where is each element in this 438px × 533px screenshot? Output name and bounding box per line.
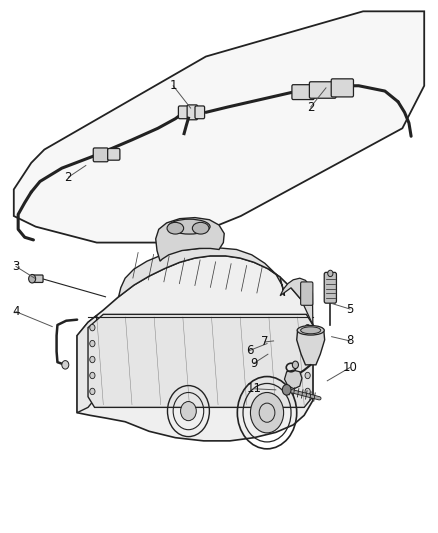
Polygon shape [77,316,97,413]
Text: 10: 10 [343,361,357,374]
Circle shape [90,388,95,394]
Polygon shape [297,330,325,365]
Circle shape [283,384,291,395]
Circle shape [305,341,310,347]
Circle shape [292,361,298,368]
Text: 11: 11 [247,382,261,395]
Text: 3: 3 [12,260,20,273]
Polygon shape [77,256,313,441]
FancyBboxPatch shape [309,82,336,98]
Polygon shape [155,217,224,261]
Circle shape [90,357,95,363]
FancyBboxPatch shape [300,282,313,305]
FancyBboxPatch shape [187,105,198,120]
Circle shape [180,401,196,421]
Circle shape [305,325,310,331]
Polygon shape [285,370,302,389]
Circle shape [62,361,69,369]
Circle shape [90,325,95,331]
FancyBboxPatch shape [178,106,190,119]
Circle shape [305,388,310,394]
Text: 5: 5 [346,303,353,316]
Text: 2: 2 [65,171,72,184]
Ellipse shape [192,222,209,234]
Circle shape [251,392,284,433]
FancyBboxPatch shape [331,79,353,97]
FancyBboxPatch shape [93,148,108,162]
FancyBboxPatch shape [195,106,205,119]
Text: 4: 4 [12,305,20,318]
Ellipse shape [167,222,184,234]
Ellipse shape [297,326,324,335]
Circle shape [305,357,310,363]
Circle shape [328,270,333,277]
Circle shape [90,341,95,347]
Circle shape [259,403,275,422]
Text: 9: 9 [250,357,258,370]
Polygon shape [280,278,313,325]
Polygon shape [88,314,313,407]
Polygon shape [119,248,285,297]
Text: 1: 1 [170,79,177,92]
Ellipse shape [169,219,210,234]
Text: 2: 2 [307,101,314,114]
Circle shape [305,372,310,378]
Polygon shape [14,11,424,243]
FancyBboxPatch shape [32,275,43,282]
Circle shape [90,372,95,378]
FancyBboxPatch shape [292,85,314,100]
Text: 6: 6 [246,344,253,357]
Ellipse shape [300,327,321,334]
FancyBboxPatch shape [324,272,336,303]
Text: 8: 8 [346,334,353,348]
Circle shape [28,274,35,283]
Text: 7: 7 [261,335,268,349]
FancyBboxPatch shape [108,149,120,160]
